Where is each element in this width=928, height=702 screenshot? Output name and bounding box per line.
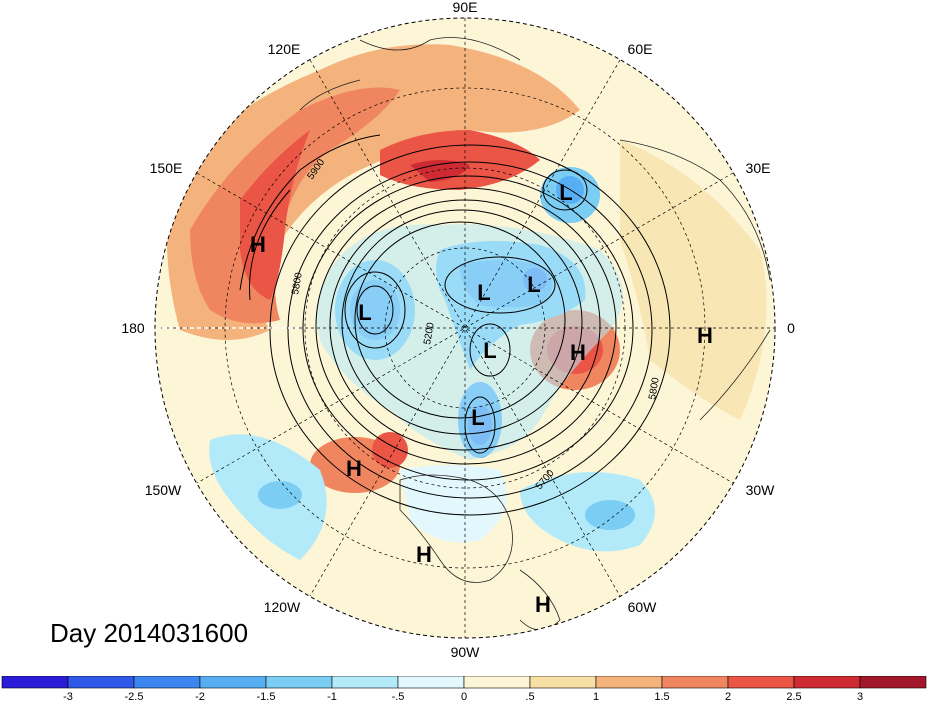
colorbar-cell xyxy=(859,676,927,689)
lon-label-30e: 30E xyxy=(746,160,771,176)
low-center-label: L xyxy=(527,272,540,297)
colorbar-tick-label: 1.5 xyxy=(654,691,669,702)
low-center-label: L xyxy=(471,405,484,430)
colorbar-tick-label: 2.5 xyxy=(786,691,801,702)
lon-label-90e: 90E xyxy=(453,0,478,15)
colorbar-cell xyxy=(1,676,69,689)
contour-label-5800-east: 5800 xyxy=(647,376,662,400)
colorbar-tick-label: -2 xyxy=(195,691,205,702)
map-title: Day 2014031600 xyxy=(50,618,249,648)
colorbar-cell xyxy=(331,676,399,689)
colorbar-tick-label: 1 xyxy=(593,691,599,702)
polar-map: 90E 120E 60E 150E 30E 180 0 150W 30W 120… xyxy=(121,0,795,660)
lon-label-30w: 30W xyxy=(746,482,776,498)
colorbar-cell xyxy=(661,676,729,689)
colorbar-cell xyxy=(529,676,597,689)
colorbar-cell xyxy=(397,676,465,689)
colorbar-labels: -3 -2.5 -2 -1.5 -1 -.5 0 .5 1 1.5 2 2.5 3 xyxy=(63,691,863,702)
colorbar-tick-label: -1 xyxy=(327,691,337,702)
low-center-label: L xyxy=(477,280,490,305)
colorbar-cell xyxy=(133,676,201,689)
high-center-label: H xyxy=(697,323,713,348)
colorbar-cells xyxy=(1,676,927,689)
lon-label-60e: 60E xyxy=(628,41,653,57)
map-boundary xyxy=(154,17,776,639)
colorbar-cell xyxy=(199,676,267,689)
graticule xyxy=(155,18,775,638)
colorbar-cell xyxy=(793,676,861,689)
lon-label-120e: 120E xyxy=(268,41,301,57)
lon-label-60w: 60W xyxy=(628,599,658,615)
low-center-label: L xyxy=(358,300,371,325)
lon-label-150w: 150W xyxy=(145,482,182,498)
lon-label-150e: 150E xyxy=(150,160,183,176)
lon-label-120w: 120W xyxy=(264,599,301,615)
high-center-label: H xyxy=(346,456,362,481)
colorbar-cell xyxy=(67,676,135,689)
colorbar-tick-label: -1.5 xyxy=(257,691,276,702)
high-center-label: H xyxy=(250,232,266,257)
longitude-labels: 90E 120E 60E 150E 30E 180 0 150W 30W 120… xyxy=(121,0,795,660)
lon-label-180: 180 xyxy=(121,320,145,336)
colorbar-tick-label: -2.5 xyxy=(125,691,144,702)
contour-label-5200: 5200 xyxy=(422,321,437,345)
high-center-label: H xyxy=(570,340,586,365)
contour-label-5800-west: 5800 xyxy=(290,271,305,295)
low-center-label: L xyxy=(483,338,496,363)
pressure-centers: H L L L L L H L H H H H xyxy=(250,180,713,617)
colorbar-cell xyxy=(265,676,333,689)
colorbar-tick-label: .5 xyxy=(525,691,534,702)
coastlines xyxy=(299,37,771,631)
colorbar-tick-label: 3 xyxy=(857,691,863,702)
colorbar: -3 -2.5 -2 -1.5 -1 -.5 0 .5 1 1.5 2 2.5 3 xyxy=(1,676,927,702)
high-center-label: H xyxy=(416,542,432,567)
colorbar-tick-label: 0 xyxy=(461,691,467,702)
colorbar-tick-label: 2 xyxy=(725,691,731,702)
colorbar-cell xyxy=(463,676,531,689)
low-center-label: L xyxy=(559,180,572,205)
colorbar-cell xyxy=(595,676,663,689)
colorbar-tick-label: -3 xyxy=(63,691,73,702)
lon-label-90w: 90W xyxy=(451,644,481,660)
colorbar-tick-label: -.5 xyxy=(392,691,405,702)
high-center-label: H xyxy=(535,592,551,617)
lon-label-0: 0 xyxy=(787,320,795,336)
colorbar-cell xyxy=(727,676,795,689)
